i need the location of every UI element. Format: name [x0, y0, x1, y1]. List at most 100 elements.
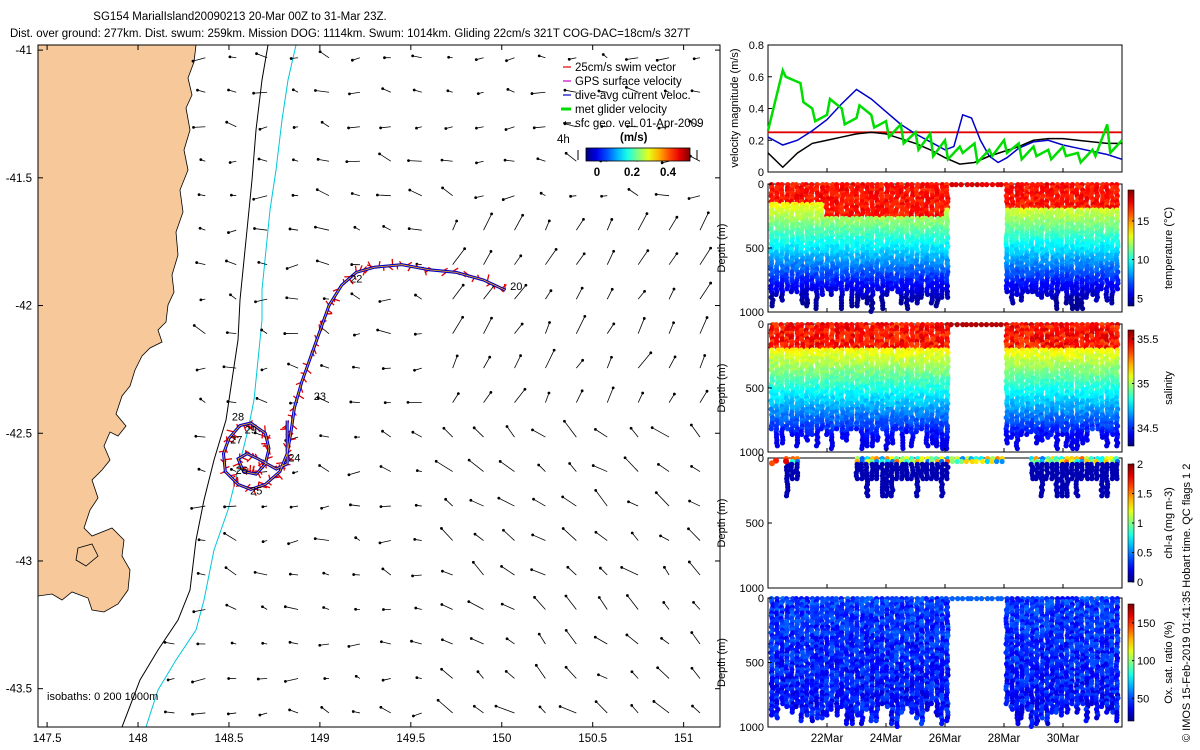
profile-sample [809, 431, 815, 438]
sfc-arrow-head [552, 348, 556, 352]
sfc-arrow-head [351, 710, 355, 713]
sfc-arrow [503, 195, 515, 200]
sfc-arrow [535, 665, 546, 679]
sfc-arrow-head [227, 88, 230, 92]
profile-sample [833, 286, 839, 292]
profile-sample [849, 303, 855, 309]
sfc-arrow [506, 638, 515, 645]
profile-sample [773, 291, 779, 298]
sfc-arrow-head [500, 564, 503, 568]
sfc-arrow-head [413, 332, 417, 336]
sfc-arrow-head [501, 198, 505, 201]
sfc-arrow-head [415, 469, 419, 472]
sfc-arrow [441, 528, 453, 541]
sfc-arrow-head [315, 259, 319, 263]
sfc-arrow-head [475, 161, 478, 165]
sfc-arrow-head [488, 355, 492, 359]
profile-sample [880, 305, 886, 312]
sfc-arrow-head [288, 640, 292, 644]
island [75, 543, 99, 567]
sfc-arrow [545, 290, 552, 300]
sfc-arrow-head [476, 670, 480, 674]
profile-sample [1098, 286, 1104, 292]
profile-sample [859, 445, 865, 452]
sfc-arrow-head [253, 571, 257, 574]
sfc-arrow-head [440, 158, 444, 162]
sfc-arrow [348, 471, 361, 476]
sfc-arrow-head [627, 187, 631, 191]
sfc-arrow-head [471, 560, 475, 564]
sfc-arrow-head [688, 119, 692, 123]
sfc-arrow [319, 465, 330, 472]
sfc-arrow [565, 595, 577, 610]
sfc-arrow-head [594, 530, 598, 534]
sfc-arrow [193, 609, 206, 613]
sfc-arrow [194, 325, 206, 334]
sfc-arrow-head [318, 464, 321, 467]
sfc-arrow [538, 464, 546, 472]
profile-sample [898, 300, 904, 306]
sfc-arrow [514, 215, 523, 231]
sfc-arrow-head [322, 606, 326, 609]
sfc-arrow-head [198, 226, 202, 230]
sfc-arrow [532, 429, 546, 438]
sfc-arrow-head [225, 259, 228, 263]
sfc-arrow [668, 288, 675, 300]
profile-sample [964, 182, 970, 188]
sfc-arrow [658, 464, 670, 472]
sfc-arrow-head [581, 358, 585, 362]
sfc-arrow [664, 567, 670, 576]
colorbar-tick-label: 10 [1137, 255, 1149, 267]
sfc-arrow-head [260, 328, 264, 332]
sfc-arrow [628, 501, 639, 507]
sfc-arrow-head [688, 499, 691, 503]
sfc-arrow-head [440, 667, 444, 671]
sfc-arrow-head [497, 496, 501, 500]
profile-sample [799, 431, 805, 438]
sfc-arrow [256, 398, 268, 403]
sfc-arrow [223, 366, 237, 369]
sfc-arrow-head [354, 536, 358, 540]
sfc-arrow-head [288, 227, 292, 231]
sfc-arrow [533, 498, 546, 507]
sfc-arrow [255, 572, 268, 576]
sfc-arrow [411, 640, 422, 645]
velocity-ytick-label: 0.4 [749, 104, 764, 116]
sfc-arrow [412, 574, 422, 577]
sfc-arrow-head [627, 500, 630, 504]
surface-velocity-arrows [163, 50, 713, 718]
sfc-arrow-head [434, 459, 438, 463]
profile-sample [794, 443, 800, 449]
sfc-arrow-head [469, 637, 473, 640]
map-frame [37, 44, 721, 728]
sfc-arrow-head [656, 666, 660, 670]
sfc-arrow-head [411, 574, 414, 578]
sfc-arrow-head [610, 355, 613, 359]
sfc-arrow-head [494, 704, 498, 708]
sfc-arrow-head [566, 565, 570, 569]
sfc-arrow-head [612, 322, 616, 326]
profile-sample [973, 322, 979, 328]
sfc-arrow-head [564, 151, 568, 155]
sfc-arrow [473, 562, 484, 576]
sfc-arrow-head [163, 710, 167, 714]
sfc-arrow-head [538, 705, 542, 709]
sfc-arrow-head [564, 665, 568, 669]
section-ytick-label: 1000 [740, 307, 764, 319]
sfc-arrow-head [687, 527, 690, 531]
sfc-arrow-head [594, 488, 598, 492]
sfc-arrow-head [227, 677, 231, 680]
sfc-arrow-head [252, 91, 256, 95]
sfc-arrow [514, 389, 526, 403]
sfc-arrow-head [407, 227, 411, 231]
sfc-arrow-head [230, 641, 234, 645]
sfc-arrow-head [255, 52, 258, 56]
sfc-arrow-head [410, 639, 413, 643]
sfc-arrow-head [489, 390, 493, 394]
sfc-arrow-head [564, 628, 568, 632]
sfc-arrow [693, 602, 701, 610]
profile-sample [1038, 294, 1045, 300]
sfc-arrow [531, 569, 546, 576]
